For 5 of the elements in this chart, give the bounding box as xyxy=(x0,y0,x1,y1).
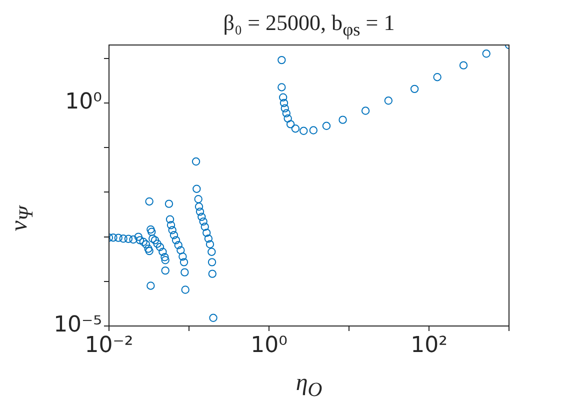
x-tick-label: 10⁰ xyxy=(250,332,288,358)
chart-title: β₀ = 25000, b$_{φs}$ = 1 xyxy=(222,10,396,40)
x-axis-title: η$_{O}$ xyxy=(294,370,324,402)
x-tick-label: 10⁻² xyxy=(84,332,134,358)
x-tick-label: 10² xyxy=(410,332,448,358)
